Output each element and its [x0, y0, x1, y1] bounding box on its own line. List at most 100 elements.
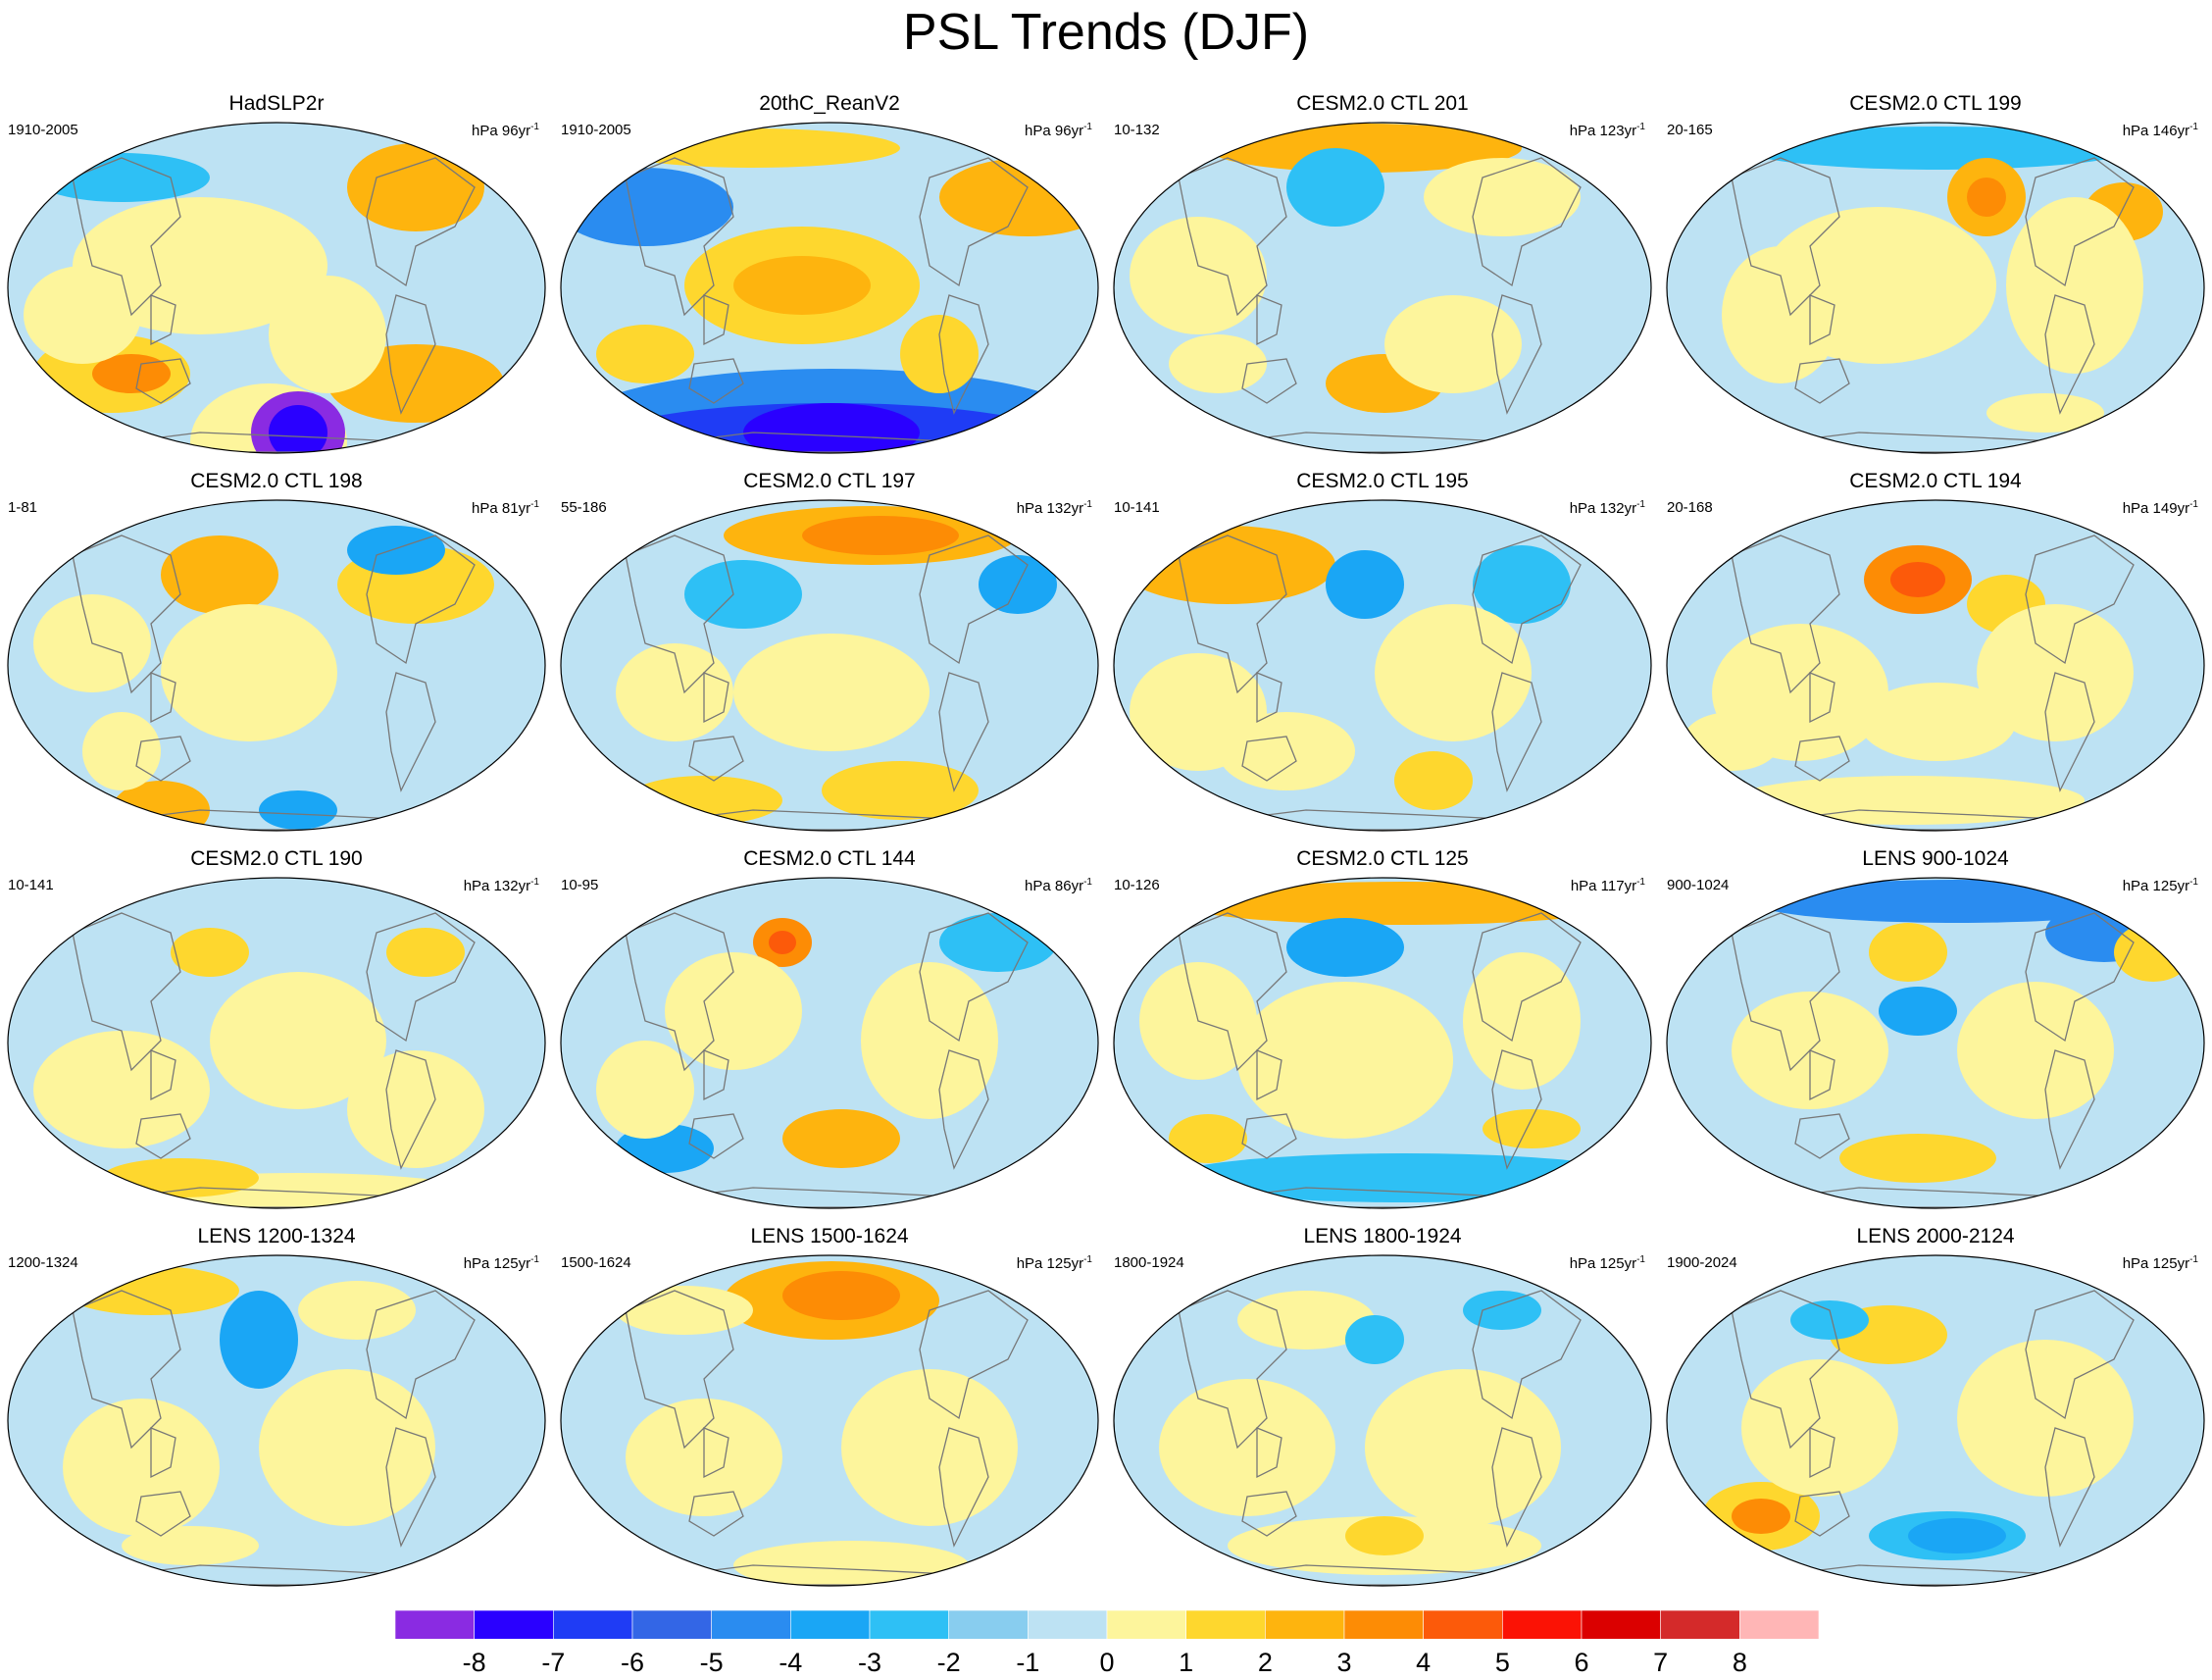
coastline	[385, 1049, 436, 1170]
trend-contour	[841, 1369, 1018, 1526]
map-panel: CESM2.0 CTL 194 20-168 hPa 149yr-1	[1659, 469, 2212, 837]
colorbar-tick-label: 7	[1653, 1648, 1669, 1677]
panel-title: CESM2.0 CTL 194	[1849, 470, 2022, 492]
map-panel: CESM2.0 CTL 199 20-165 hPa 146yr-1	[1659, 91, 2212, 459]
trend-contour	[2006, 197, 2143, 374]
trend-contour	[733, 634, 930, 751]
panel-units: hPa 125yr-1	[1570, 1251, 1645, 1273]
trend-contour	[259, 790, 337, 830]
panel-units-text: hPa 96yr	[472, 123, 531, 139]
panel-units-text: hPa 96yr	[1025, 123, 1084, 139]
colorbar	[394, 1609, 1820, 1639]
colorbar-tick-label: 8	[1732, 1648, 1747, 1677]
colorbar-tick-label: 0	[1099, 1648, 1115, 1677]
panel-units-exponent: -1	[1083, 1254, 1092, 1265]
panel-title: CESM2.0 CTL 144	[743, 847, 916, 870]
trend-contour	[1384, 295, 1522, 393]
coastline	[625, 912, 734, 1072]
colorbar-tick-label: -3	[857, 1648, 881, 1677]
coastline	[385, 1427, 436, 1548]
colorbar-swatch	[1185, 1609, 1266, 1639]
trend-contour	[1483, 1109, 1581, 1148]
trend-contour	[1394, 751, 1473, 810]
coastline	[72, 912, 181, 1072]
psl-trend-map	[1666, 877, 2205, 1209]
trend-contour	[665, 952, 802, 1070]
colorbar-tick-label: -1	[1016, 1648, 1040, 1677]
panel-units-exponent: -1	[530, 499, 539, 510]
panel-period: 1200-1324	[8, 1254, 78, 1271]
trend-contour	[626, 776, 782, 825]
panel-units-text: hPa 125yr	[2122, 878, 2190, 894]
coastline	[703, 294, 729, 346]
colorbar-swatch	[711, 1609, 791, 1639]
trend-contour	[1879, 987, 1957, 1036]
trend-contour	[1741, 1359, 1898, 1497]
coastline	[2044, 672, 2095, 792]
trend-contour	[259, 1369, 435, 1526]
panel-title: CESM2.0 CTL 198	[190, 470, 363, 492]
map-panel: LENS 1800-1924 1800-1924 hPa 125yr-1	[1106, 1224, 1659, 1592]
colorbar-tick-label: -4	[779, 1648, 803, 1677]
coastline	[1491, 1049, 1542, 1170]
coastline	[2044, 294, 2095, 415]
coastline	[2044, 1049, 2095, 1170]
coastline	[1794, 1113, 1850, 1159]
trend-contour	[33, 153, 210, 202]
panel-units: hPa 96yr-1	[1025, 119, 1092, 140]
map-panel: LENS 900-1024 900-1024 hPa 125yr-1	[1659, 846, 2212, 1214]
panel-title: CESM2.0 CTL 125	[1296, 847, 1469, 870]
colorbar-swatch	[948, 1609, 1029, 1639]
coastline	[1809, 1427, 1835, 1479]
coastline	[1809, 1049, 1835, 1101]
psl-trend-map	[1666, 1254, 2205, 1587]
trend-contour	[1741, 127, 2134, 170]
panel-units-exponent: -1	[1636, 122, 1645, 132]
coastline	[1241, 1491, 1297, 1537]
trend-contour	[33, 1031, 210, 1148]
coastline	[2025, 535, 2135, 665]
coastline	[703, 1049, 729, 1101]
map-border	[1113, 499, 1652, 832]
psl-trend-map	[1666, 122, 2205, 454]
psl-trend-map	[560, 877, 1099, 1209]
panel-title: LENS 1200-1324	[197, 1225, 356, 1247]
trend-contour	[1908, 1518, 2006, 1553]
coastline	[366, 157, 476, 287]
coastline	[72, 1290, 181, 1450]
psl-trend-map	[1113, 499, 1652, 832]
coastline	[938, 1049, 989, 1170]
panel-units: hPa 117yr-1	[1571, 874, 1645, 895]
panel-units-text: hPa 117yr	[1570, 878, 1637, 894]
trend-contour	[1473, 545, 1571, 624]
coastline	[1256, 1427, 1282, 1479]
coastline	[625, 535, 734, 694]
coastline	[1241, 736, 1297, 782]
psl-trend-map	[1113, 877, 1652, 1209]
colorbar-swatch	[1265, 1609, 1345, 1639]
panel-units-exponent: -1	[2189, 877, 2198, 888]
colorbar-swatch	[1581, 1609, 1661, 1639]
trend-contour	[171, 928, 249, 977]
map-border	[560, 877, 1099, 1209]
panel-units-text: hPa 132yr	[1016, 500, 1084, 517]
trend-contour	[1237, 982, 1453, 1139]
coastline	[1256, 1049, 1282, 1101]
coastline	[919, 157, 1029, 287]
trend-contour	[684, 560, 802, 629]
panel-title: LENS 2000-2124	[1856, 1225, 2015, 1247]
coastline	[72, 157, 181, 317]
psl-trend-map	[1666, 499, 2205, 832]
trend-contour	[733, 256, 871, 315]
trend-contour	[161, 604, 337, 741]
trend-contour	[1286, 918, 1404, 977]
coastline	[2025, 1290, 2135, 1420]
coastline	[366, 1290, 476, 1420]
trend-contour	[733, 1541, 969, 1586]
panel-units: hPa 86yr-1	[1025, 874, 1092, 895]
panel-units-exponent: -1	[1083, 877, 1092, 888]
panel-units-text: hPa 81yr	[472, 500, 531, 517]
trend-contour	[782, 1109, 900, 1168]
panel-title: HadSLP2r	[228, 92, 325, 115]
map-border	[560, 499, 1099, 832]
